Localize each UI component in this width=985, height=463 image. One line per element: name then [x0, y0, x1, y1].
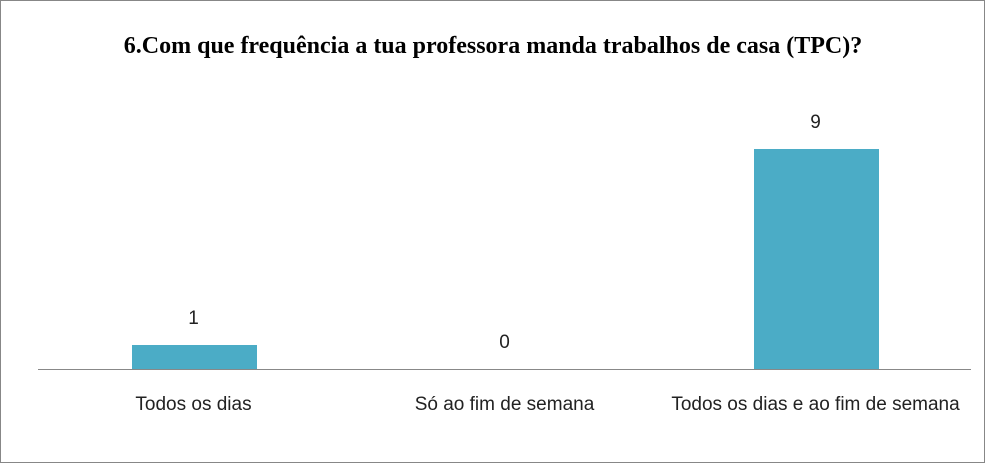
bar — [131, 344, 257, 369]
data-label: 1 — [188, 307, 199, 329]
x-tick-label: Todos os dias — [135, 394, 252, 415]
data-label: 9 — [810, 112, 821, 133]
x-tick-label: Só ao fim de semana — [414, 394, 595, 415]
chart-title: 6.Com que frequência a tua professora ma… — [123, 33, 863, 59]
data-label: 0 — [499, 332, 510, 353]
bar — [753, 149, 879, 369]
x-tick-label: Todos os dias e ao fim de semana — [671, 394, 960, 415]
x-axis — [38, 369, 971, 370]
